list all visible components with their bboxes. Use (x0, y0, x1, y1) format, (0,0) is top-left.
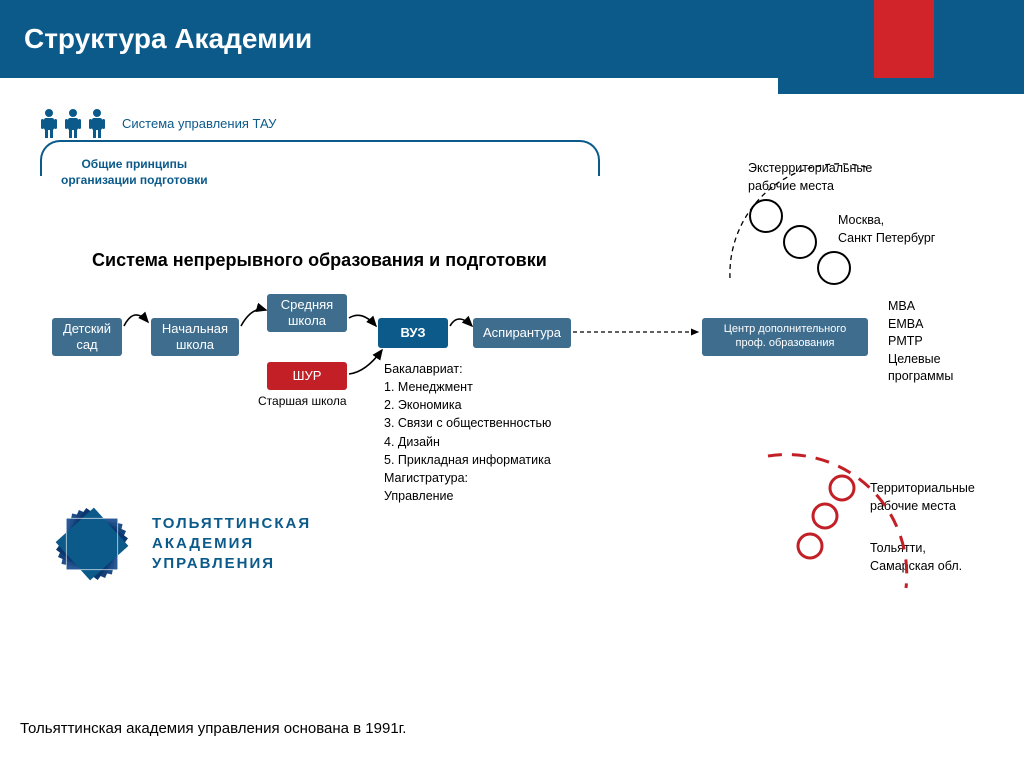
logo-text: ТОЛЬЯТТИНСКАЯ АКАДЕМИЯ УПРАВЛЕНИЯ (152, 514, 311, 575)
box-shur: ШУР (267, 362, 347, 390)
ext-top-loc: Москва, Санкт Петербург (838, 212, 935, 247)
ribbon-decoration (874, 0, 934, 90)
ext-top-title: Экстерриториальные рабочие места (748, 160, 872, 195)
ext-bottom-title: Территориальные рабочие места (870, 480, 975, 515)
box-cpe: Центр дополнительного проф. образования (702, 318, 868, 356)
header: Структура Академии (0, 0, 1024, 78)
bachelor-list: Бакалавриат: 1. Менеджмент 2. Экономика … (384, 360, 551, 505)
person-icon (64, 108, 82, 138)
page-title: Структура Академии (24, 23, 312, 55)
ext-bottom-loc: Тольятти, Самарская обл. (870, 540, 962, 575)
box-kindergarten: Детский сад (52, 318, 122, 356)
box-postgrad: Аспирантура (473, 318, 571, 348)
tau-label: Система управления ТАУ (122, 116, 276, 131)
content: Система управления ТАУ Общие принципы ор… (0, 78, 1024, 767)
principles-label: Общие принципы организации подготовки (55, 156, 214, 188)
box-elementary: Начальная школа (151, 318, 239, 356)
logo-block: ТОЛЬЯТТИНСКАЯ АКАДЕМИЯ УПРАВЛЕНИЯ (46, 498, 311, 590)
main-heading: Система непрерывного образования и подго… (92, 250, 547, 271)
shur-sublabel: Старшая школа (258, 394, 347, 408)
people-icons (40, 108, 106, 138)
person-icon (40, 108, 58, 138)
box-university: ВУЗ (378, 318, 448, 348)
box-middle: Средняя школа (267, 294, 347, 332)
programs-list: MBA EMBA PMTP Целевые программы (888, 298, 953, 386)
footer-text: Тольяттинская академия управления основа… (20, 720, 406, 737)
person-icon (88, 108, 106, 138)
logo-icon (46, 498, 138, 590)
